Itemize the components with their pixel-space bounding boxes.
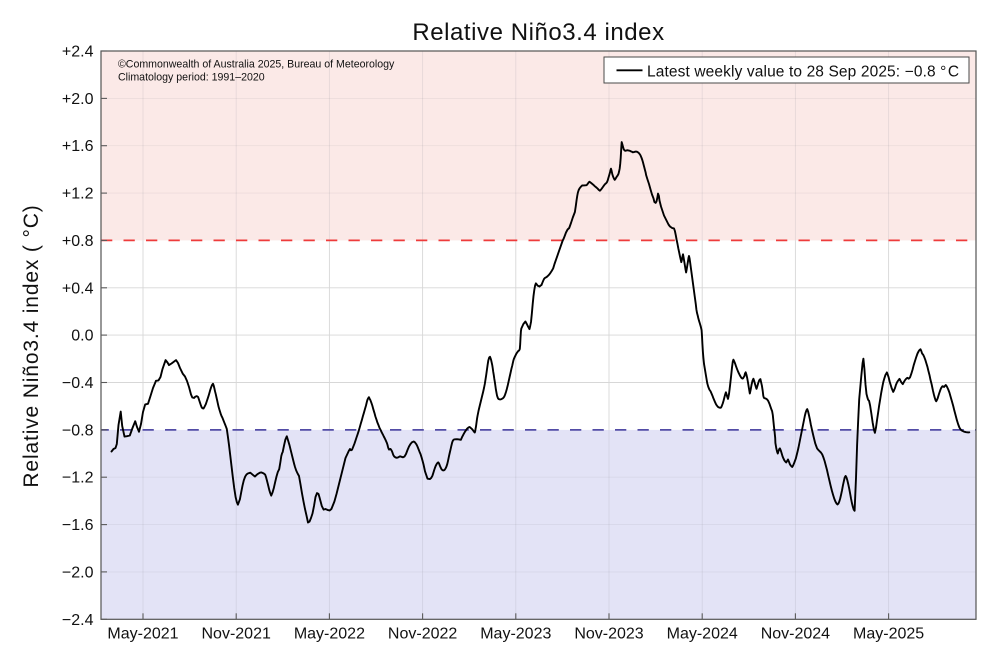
svg-text:+2.4: +2.4 <box>62 44 94 61</box>
svg-text:+2.0: +2.0 <box>62 91 94 108</box>
svg-text:Relative Niño3.4 index: Relative Niño3.4 index <box>412 19 664 46</box>
svg-text:May-2023: May-2023 <box>480 625 551 642</box>
svg-text:−1.2: −1.2 <box>62 470 94 487</box>
svg-text:−0.8: −0.8 <box>62 422 94 439</box>
svg-text:+1.6: +1.6 <box>62 138 94 155</box>
svg-text:+0.8: +0.8 <box>62 233 94 250</box>
svg-text:May-2021: May-2021 <box>107 625 178 642</box>
svg-text:Climatology period: 1991–2020: Climatology period: 1991–2020 <box>118 72 265 84</box>
svg-text:Relative Niño3.4 index ( °C): Relative Niño3.4 index ( °C) <box>20 204 43 487</box>
svg-text:May-2024: May-2024 <box>667 625 738 642</box>
svg-text:Nov-2023: Nov-2023 <box>574 625 643 642</box>
svg-text:May-2025: May-2025 <box>853 625 924 642</box>
svg-text:Latest weekly value to 28 Sep: Latest weekly value to 28 Sep 2025: −0.8… <box>647 63 959 80</box>
svg-text:©Commonwealth of Australia 202: ©Commonwealth of Australia 2025, Bureau … <box>118 59 395 71</box>
svg-text:+0.4: +0.4 <box>62 280 94 297</box>
svg-text:Nov-2021: Nov-2021 <box>202 625 271 642</box>
svg-text:−1.6: −1.6 <box>62 517 94 534</box>
svg-text:0.0: 0.0 <box>71 328 93 345</box>
svg-text:Nov-2024: Nov-2024 <box>761 625 830 642</box>
svg-text:−0.4: −0.4 <box>62 375 94 392</box>
svg-text:−2.0: −2.0 <box>62 564 94 581</box>
svg-text:May-2022: May-2022 <box>294 625 365 642</box>
svg-text:+1.2: +1.2 <box>62 186 94 203</box>
svg-text:−2.4: −2.4 <box>62 612 94 629</box>
svg-text:Nov-2022: Nov-2022 <box>388 625 457 642</box>
